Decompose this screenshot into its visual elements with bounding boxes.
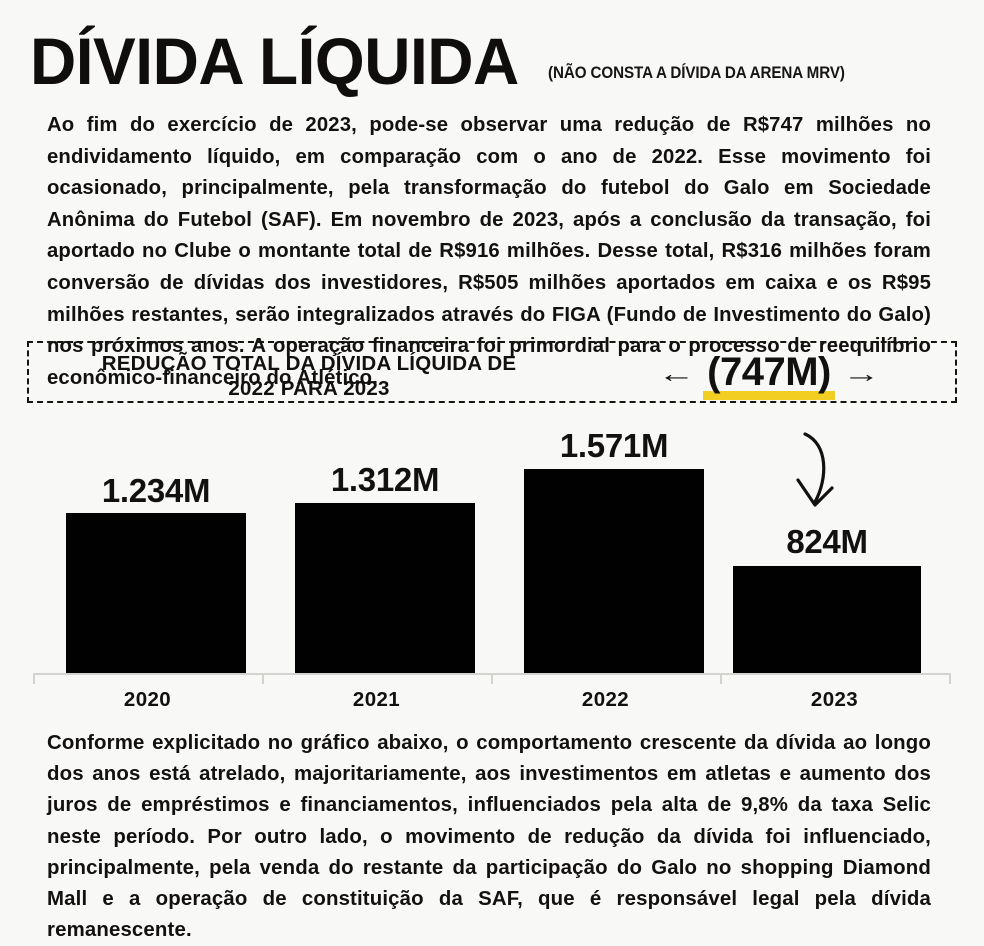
axis-tick-3 bbox=[720, 673, 722, 684]
arrow-right-icon: → bbox=[842, 359, 881, 388]
page-subtitle: (NÃO CONSTA A DÍVIDA DA ARENA MRV) bbox=[547, 64, 845, 82]
reduction-callout-box: REDUÇÃO TOTAL DA DÍVIDA LÍQUIDA DE 2022 … bbox=[27, 341, 957, 403]
axis-tick-4 bbox=[949, 673, 951, 684]
header: DÍVIDA LÍQUIDA (NÃO CONSTA A DÍVIDA DA A… bbox=[30, 14, 960, 99]
bar-2022 bbox=[524, 469, 704, 674]
callout-label-line1: REDUÇÃO TOTAL DA DÍVIDA LÍQUIDA DE bbox=[101, 352, 517, 375]
bar-value-2020: 1.234M bbox=[101, 472, 211, 509]
axis-tick-1 bbox=[262, 673, 264, 684]
axis-tick-0 bbox=[33, 673, 35, 684]
category-label-2021: 2021 bbox=[352, 688, 401, 711]
chart-plot-area: 1.234M 1.312M 1.571M 824M 2020 2021 2022… bbox=[33, 420, 951, 711]
yellow-highlight-bar bbox=[703, 391, 835, 400]
category-label-2022: 2022 bbox=[581, 688, 630, 711]
debt-bar-chart: 1.234M 1.312M 1.571M 824M 2020 2021 2022… bbox=[33, 420, 951, 712]
callout-value-group: ← (747M) → bbox=[609, 343, 929, 405]
bar-value-2022: 1.571M bbox=[559, 427, 669, 464]
category-label-2020: 2020 bbox=[123, 688, 172, 711]
bar-2023 bbox=[733, 566, 921, 674]
bar-2020 bbox=[66, 513, 246, 674]
bar-value-2023: 824M bbox=[786, 523, 868, 560]
arrow-left-icon: ← bbox=[657, 359, 696, 388]
callout-label-line2: 2022 PARA 2023 bbox=[228, 377, 390, 400]
bar-2021 bbox=[295, 503, 475, 674]
intro-paragraph: Ao fim do exercício de 2023, pode-se obs… bbox=[47, 114, 931, 389]
callout-value-text: (747M) bbox=[707, 350, 831, 394]
callout-value: (747M) bbox=[703, 350, 835, 400]
bar-value-2021: 1.312M bbox=[330, 461, 440, 498]
infographic-page: DÍVIDA LÍQUIDA (NÃO CONSTA A DÍVIDA DA A… bbox=[27, 14, 960, 941]
callout-label: REDUÇÃO TOTAL DA DÍVIDA LÍQUIDA DE 2022 … bbox=[89, 351, 529, 401]
page-title: DÍVIDA LÍQUIDA bbox=[30, 24, 519, 99]
curved-down-arrow-icon bbox=[796, 432, 834, 507]
closing-paragraph: Conforme explicitado no gráfico abaixo, … bbox=[47, 732, 931, 942]
callout-inner: REDUÇÃO TOTAL DA DÍVIDA LÍQUIDA DE 2022 … bbox=[29, 343, 955, 401]
axis-tick-2 bbox=[491, 673, 493, 684]
category-label-2023: 2023 bbox=[810, 688, 859, 711]
